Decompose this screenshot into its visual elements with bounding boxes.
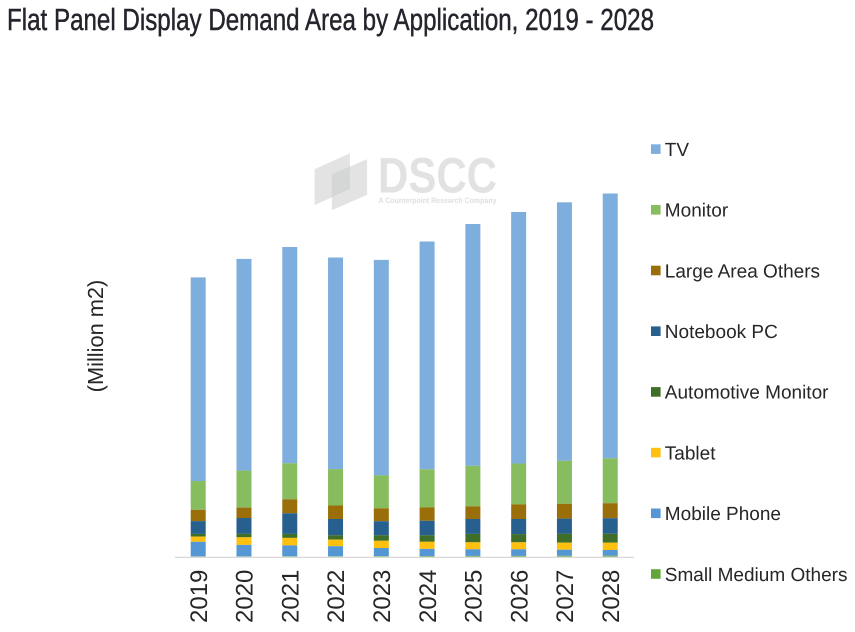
svg-text:Small Medium Others: Small Medium Others bbox=[665, 565, 848, 586]
svg-text:2024: 2024 bbox=[415, 570, 442, 623]
svg-text:Tablet: Tablet bbox=[665, 443, 716, 464]
svg-text:Monitor: Monitor bbox=[665, 201, 729, 222]
svg-text:TV: TV bbox=[665, 140, 690, 161]
svg-text:2020: 2020 bbox=[232, 570, 259, 623]
svg-text:Automotive Monitor: Automotive Monitor bbox=[665, 383, 829, 404]
svg-text:2021: 2021 bbox=[277, 570, 304, 623]
svg-text:(Million m2): (Million m2) bbox=[83, 280, 108, 393]
svg-text:2023: 2023 bbox=[369, 570, 396, 623]
svg-text:Mobile Phone: Mobile Phone bbox=[665, 504, 781, 525]
svg-text:2026: 2026 bbox=[506, 570, 533, 623]
svg-text:Notebook PC: Notebook PC bbox=[665, 322, 778, 343]
svg-text:Large Area Others: Large Area Others bbox=[665, 261, 820, 282]
svg-text:Flat Panel Display Demand Area: Flat Panel Display Demand Area by Applic… bbox=[7, 3, 654, 37]
svg-text:2022: 2022 bbox=[323, 570, 350, 623]
svg-text:A Counterpoint Research Compan: A Counterpoint Research Company bbox=[379, 196, 498, 205]
svg-text:2028: 2028 bbox=[598, 570, 625, 623]
svg-text:2019: 2019 bbox=[186, 570, 213, 623]
svg-text:2027: 2027 bbox=[552, 570, 579, 623]
svg-text:2025: 2025 bbox=[461, 570, 488, 623]
